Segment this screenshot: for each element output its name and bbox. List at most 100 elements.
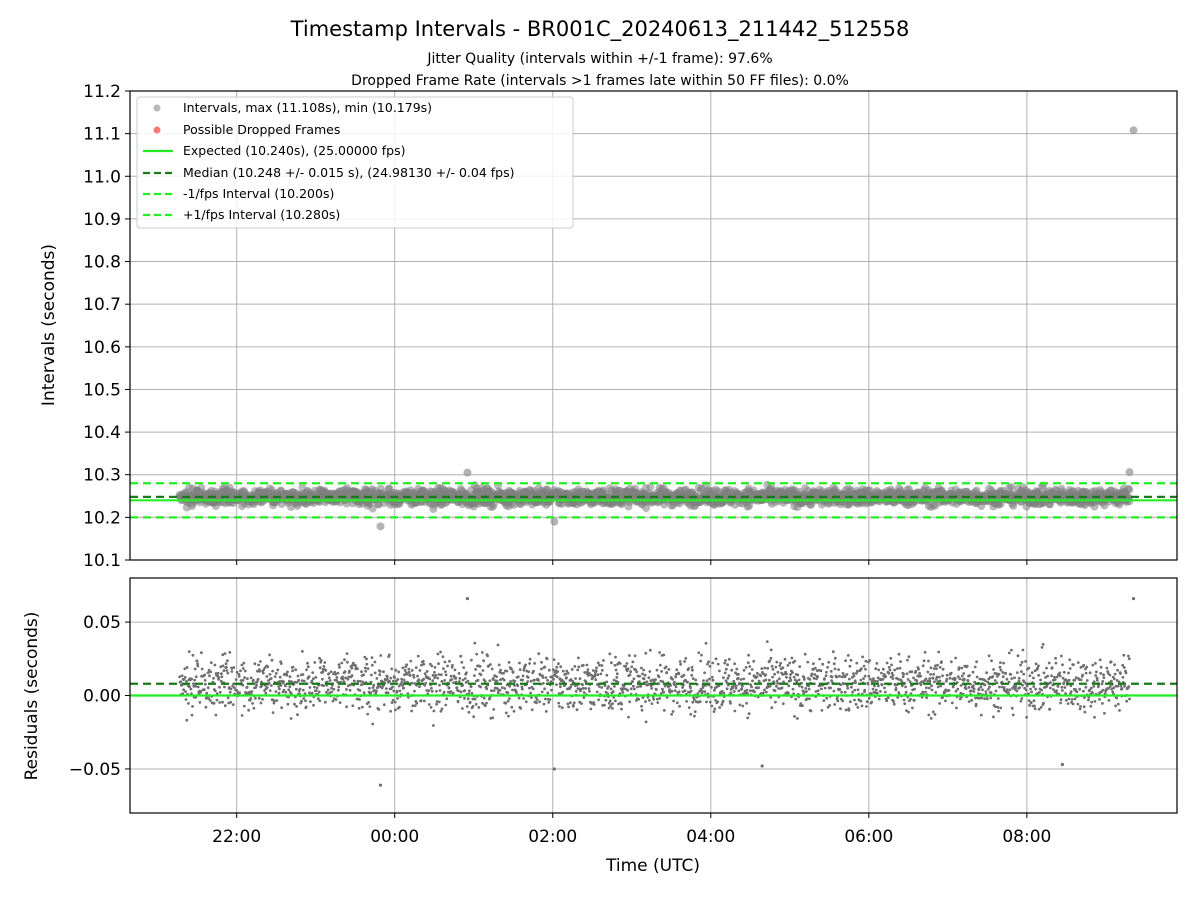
residual-point bbox=[588, 689, 591, 693]
residual-point bbox=[967, 686, 971, 689]
residual-point bbox=[235, 689, 239, 692]
residual-point bbox=[224, 662, 228, 666]
residual-point bbox=[196, 664, 200, 668]
residual-point bbox=[845, 673, 849, 676]
residual-point bbox=[628, 654, 631, 657]
residual-point bbox=[180, 674, 184, 678]
residual-point bbox=[321, 670, 325, 674]
residual-point bbox=[677, 672, 681, 676]
residual-point bbox=[389, 676, 393, 680]
residual-point bbox=[1042, 671, 1046, 675]
residual-point bbox=[1041, 643, 1045, 646]
residual-point bbox=[1006, 688, 1009, 691]
residual-point bbox=[854, 702, 858, 706]
residual-point bbox=[769, 696, 773, 699]
residual-point bbox=[495, 679, 499, 683]
residual-point bbox=[1029, 687, 1032, 691]
residual-point bbox=[527, 670, 531, 674]
top-panel-x-ticks bbox=[236, 560, 1028, 565]
residual-point bbox=[358, 679, 362, 683]
residual-point bbox=[1100, 682, 1104, 686]
residual-point bbox=[782, 680, 785, 684]
legend-dropped-label: Possible Dropped Frames bbox=[183, 122, 340, 137]
residual-point bbox=[451, 691, 455, 695]
residual-point bbox=[833, 656, 837, 660]
residual-point bbox=[979, 685, 983, 689]
residual-point bbox=[440, 707, 444, 711]
residual-point bbox=[766, 666, 770, 670]
residual-point bbox=[981, 688, 984, 692]
residual-point bbox=[465, 705, 469, 708]
residual-point bbox=[1007, 651, 1011, 655]
residual-point bbox=[295, 705, 298, 708]
residual-point bbox=[318, 699, 322, 703]
top-ytick-label: 10.3 bbox=[83, 466, 121, 486]
residual-point bbox=[798, 665, 802, 668]
residual-point bbox=[463, 677, 467, 680]
residual-point bbox=[844, 659, 847, 663]
residual-point bbox=[183, 675, 187, 679]
residual-point bbox=[526, 680, 530, 683]
residual-point bbox=[432, 724, 435, 727]
residual-point bbox=[816, 675, 820, 679]
residual-point bbox=[962, 677, 966, 681]
residual-point bbox=[1108, 685, 1112, 688]
residual-point bbox=[885, 661, 889, 665]
residual-point bbox=[435, 702, 438, 706]
residual-point bbox=[566, 671, 570, 675]
residual-point bbox=[887, 666, 891, 669]
residual-point bbox=[783, 657, 787, 661]
residual-point bbox=[1120, 687, 1124, 690]
residual-point bbox=[521, 674, 525, 678]
residual-point bbox=[252, 706, 256, 710]
residual-point bbox=[437, 673, 441, 676]
residual-point bbox=[530, 708, 534, 712]
residual-point bbox=[786, 664, 790, 667]
residual-point bbox=[350, 666, 354, 670]
residual-point bbox=[873, 679, 877, 683]
residual-point bbox=[1049, 681, 1052, 684]
residual-point bbox=[655, 697, 659, 701]
residual-point bbox=[240, 663, 244, 667]
residual-point bbox=[869, 677, 872, 681]
residual-point bbox=[425, 689, 429, 692]
residual-point bbox=[703, 690, 707, 693]
residual-point bbox=[983, 697, 986, 700]
residual-point bbox=[1067, 697, 1071, 701]
residual-point bbox=[928, 677, 931, 681]
residual-point bbox=[336, 671, 340, 675]
residual-point bbox=[867, 696, 871, 700]
residual-point bbox=[319, 658, 323, 662]
residual-point bbox=[301, 673, 305, 676]
residual-point bbox=[341, 675, 344, 679]
residual-point bbox=[558, 705, 561, 708]
residual-point bbox=[950, 660, 953, 664]
residual-point bbox=[959, 691, 963, 695]
residual-point bbox=[945, 679, 948, 683]
residual-point bbox=[824, 674, 828, 678]
residual-point bbox=[547, 701, 551, 704]
residual-point bbox=[608, 699, 612, 703]
residual-point bbox=[372, 683, 376, 687]
residual-point bbox=[520, 687, 524, 691]
residual-point bbox=[999, 661, 1002, 664]
residual-point bbox=[956, 675, 960, 678]
residual-point bbox=[1027, 699, 1031, 702]
residual-point bbox=[1028, 674, 1032, 678]
residual-point bbox=[578, 677, 582, 681]
residual-point bbox=[903, 702, 907, 706]
residual-point bbox=[850, 685, 853, 689]
residual-point bbox=[1061, 663, 1064, 667]
residual-point bbox=[272, 699, 276, 703]
residual-point bbox=[218, 690, 222, 694]
residual-point bbox=[547, 668, 551, 672]
residual-point bbox=[327, 672, 331, 676]
interval-outlier-point bbox=[376, 522, 385, 531]
residual-point bbox=[1067, 678, 1071, 682]
residual-point bbox=[836, 699, 840, 703]
residual-point bbox=[870, 692, 873, 695]
residual-point bbox=[444, 673, 448, 677]
residual-point bbox=[875, 691, 879, 695]
residual-point bbox=[541, 682, 545, 685]
residual-point bbox=[373, 671, 377, 675]
